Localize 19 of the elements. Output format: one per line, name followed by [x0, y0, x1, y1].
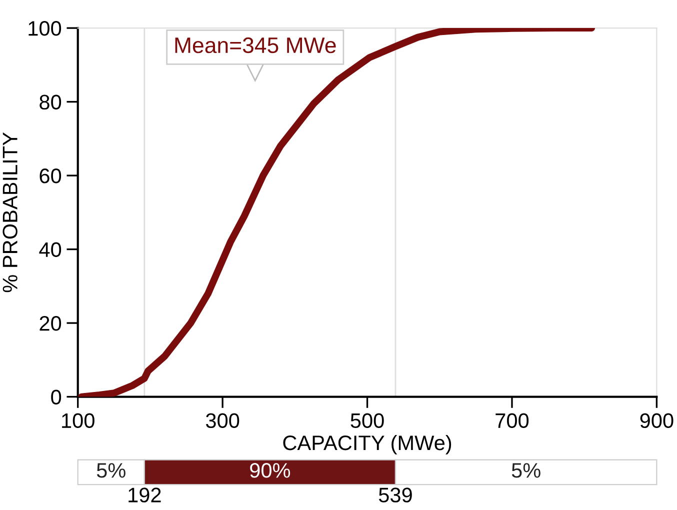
text: 90% — [250, 463, 290, 478]
x-tick-label: 900 — [640, 413, 674, 428]
y-tick-label: 20 — [40, 316, 62, 331]
annotation: Mean=345 MWe — [175, 37, 336, 54]
text: 5% — [512, 463, 540, 478]
text: 5% — [96, 463, 126, 478]
y-tick-label: 60 — [40, 168, 62, 184]
text: 192 — [128, 488, 161, 502]
y-tick-label: 80 — [40, 94, 62, 110]
x-tick-label: 300 — [206, 413, 240, 428]
x-tick-label: 100 — [62, 413, 94, 428]
y-tick-label: 40 — [39, 242, 62, 258]
y-tick-label: 100 — [28, 21, 62, 36]
text: 539 — [378, 488, 412, 502]
x-tick-label: 500 — [350, 413, 384, 428]
y-axis-title: % PROBABILITY — [2, 132, 18, 292]
y-tick-label: 0 — [51, 390, 62, 405]
x-axis-title: CAPACITY (MWe) — [283, 434, 452, 454]
x-tick-label: 700 — [496, 413, 529, 428]
